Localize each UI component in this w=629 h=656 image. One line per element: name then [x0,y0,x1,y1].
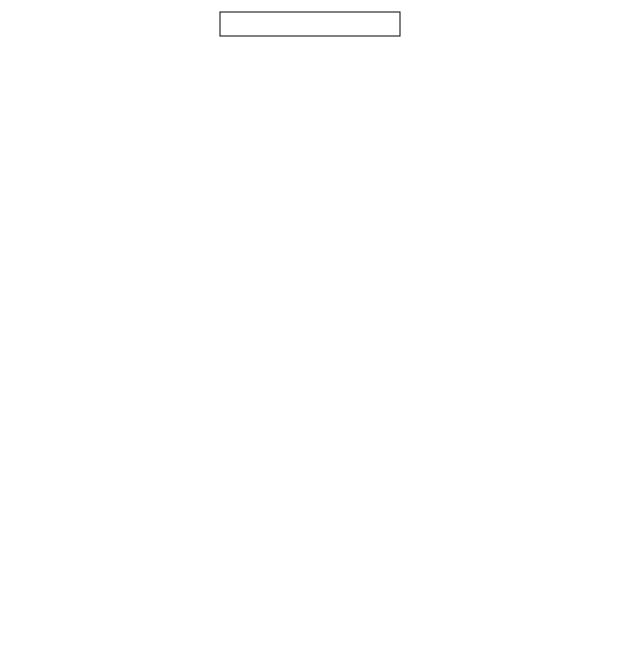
ip-box [220,12,400,36]
